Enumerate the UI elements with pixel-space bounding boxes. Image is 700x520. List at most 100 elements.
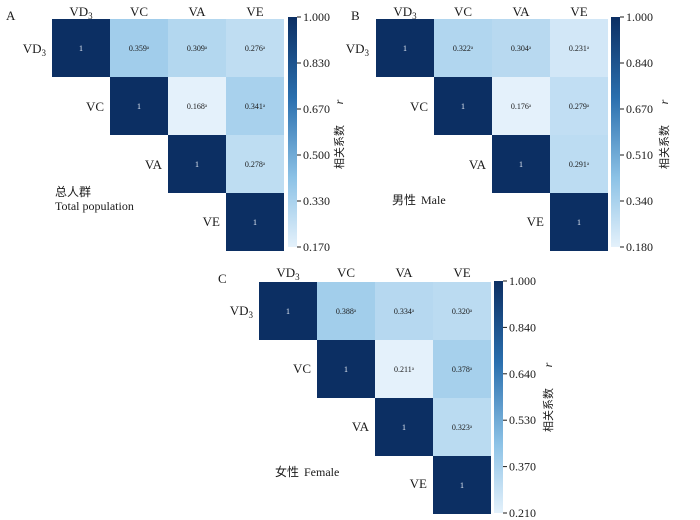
legend-a-tick-label-4: 0.330 xyxy=(303,194,330,208)
legend-a-tick-label-2: 0.670 xyxy=(303,102,330,116)
panel-a-cell-label-0-1: 0.359ᵃ xyxy=(129,44,150,53)
panel-b-cell-label-1-2: 0.176ᵃ xyxy=(511,102,532,111)
panel-a-cell-label-2-2: 1 xyxy=(195,160,199,169)
panel-a-cell-0-2 xyxy=(168,19,226,77)
legend-a-tick-label-3: 0.500 xyxy=(303,148,330,162)
panel-c-cell-label-2-2: 1 xyxy=(402,423,406,432)
legend-a-ticks: 1.000 0.830 0.670 0.500 0.330 0.170 xyxy=(297,10,330,254)
panel-a-col-vd3: VD3 xyxy=(69,4,93,21)
panel-c: C VD3 VC VA VE VD3 VC VA VE 1 0.388ᵃ 0.334… xyxy=(218,265,555,520)
panel-c-cell-label-0-1: 0.388ᵃ xyxy=(336,307,357,316)
panel-a-cell-0-3 xyxy=(226,19,284,77)
panel-a-cell-0-0 xyxy=(52,19,110,77)
panel-b-group-en: Male xyxy=(421,193,446,207)
legend-b-tick-label-4: 0.340 xyxy=(626,194,653,208)
panel-a-cell-1-1 xyxy=(110,77,168,135)
panel-c-cell-label-1-1: 1 xyxy=(344,365,348,374)
panel-c-cells: 1 0.388ᵃ 0.334ᵃ 0.320ᵃ 1 0.211ᵃ 0.378ᵃ 1 0.323ᵃ 1 xyxy=(259,282,491,514)
panel-a-cell-label-1-1: 1 xyxy=(137,102,141,111)
legend-a-gradient xyxy=(288,17,297,247)
legend-a: 1.000 0.830 0.670 0.500 0.330 0.170 相关系数 r xyxy=(288,10,346,254)
panel-c-cell-1-1 xyxy=(317,340,375,398)
panel-a-cell-1-3 xyxy=(226,77,284,135)
panel-c-cell-1-2 xyxy=(375,340,433,398)
panel-a-label: A xyxy=(6,8,16,23)
panel-b-row-ve: VE xyxy=(527,214,544,229)
panel-a-group-en: Total population xyxy=(55,199,134,213)
panel-b-col-ve: VE xyxy=(570,4,587,19)
legend-c-tick-label-3: 0.530 xyxy=(509,413,536,427)
panel-a-row-vd3: VD3 xyxy=(23,41,47,58)
panel-c-cell-1-3 xyxy=(433,340,491,398)
panel-a-cell-2-3 xyxy=(226,135,284,193)
panel-b-row-vc: VC xyxy=(410,99,428,114)
panel-b-cell-label-3-3: 1 xyxy=(577,218,581,227)
legend-b-tick-label-0: 1.000 xyxy=(626,10,653,24)
panel-c-cell-2-3 xyxy=(433,398,491,456)
panel-a-group-cn: 总人群 xyxy=(55,185,91,199)
panel-c-col-ve: VE xyxy=(453,265,470,280)
panel-b-cell-2-3 xyxy=(550,135,608,193)
panel-c-row-vc: VC xyxy=(293,361,311,376)
panel-c-col-vc: VC xyxy=(337,265,355,280)
panel-a-cell-label-0-0: 1 xyxy=(79,44,83,53)
panel-c-cell-label-0-0: 1 xyxy=(286,307,290,316)
panel-b-cell-label-1-1: 1 xyxy=(461,102,465,111)
legend-a-tick-label-1: 0.830 xyxy=(303,56,330,70)
legend-c: 1.000 0.840 0.640 0.530 0.370 0.210 相关系数 r xyxy=(494,274,555,520)
panel-a-col-va: VA xyxy=(188,4,206,19)
legend-c-tick-label-0: 1.000 xyxy=(509,274,536,288)
panel-c-group-en: Female xyxy=(304,465,339,479)
legend-b: 1.000 0.840 0.670 0.510 0.340 0.180 相关系数 r xyxy=(611,10,671,254)
panel-a-cell-2-2 xyxy=(168,135,226,193)
panel-c-cell-label-1-2: 0.211ᵃ xyxy=(394,365,415,374)
legend-c-gradient xyxy=(494,281,503,513)
panel-b-cell-label-1-3: 0.279ᵃ xyxy=(569,102,590,111)
panel-a-row-vc: VC xyxy=(86,99,104,114)
panel-c-cell-3-3 xyxy=(433,456,491,514)
panel-c-cell-label-0-2: 0.334ᵃ xyxy=(394,307,415,316)
panel-b-cell-1-3 xyxy=(550,77,608,135)
legend-a-tick-label-0: 1.000 xyxy=(303,10,330,24)
panel-a-col-ve: VE xyxy=(246,4,263,19)
panel-b-cell-0-2 xyxy=(492,19,550,77)
panel-a-cell-1-2 xyxy=(168,77,226,135)
legend-b-title-cn: 相关系数 xyxy=(657,125,671,169)
panel-a-cell-label-2-3: 0.278ᵃ xyxy=(245,160,266,169)
panel-b: B VD3 VC VA VE VD3 VC VA VE 1 0.322ᵃ 0.304… xyxy=(346,4,671,254)
panel-b-col-vc: VC xyxy=(454,4,472,19)
panel-c-row-ve: VE xyxy=(410,476,427,491)
panel-b-cells: 1 0.322ᵃ 0.304ᵃ 0.231ᵃ 1 0.176ᵃ 0.279ᵃ 1 0.291ᵃ 1 xyxy=(376,19,608,251)
panel-a: A VD3 VC VA VE VD3 VC VA VE 1 0.359ᵃ 0.309… xyxy=(6,4,346,254)
panel-b-cell-0-0 xyxy=(376,19,434,77)
panel-a-cell-label-0-2: 0.309ᵃ xyxy=(187,44,208,53)
panel-b-cell-label-2-3: 0.291ᵃ xyxy=(569,160,590,169)
legend-b-tick-label-3: 0.510 xyxy=(626,148,653,162)
panel-c-cell-0-1 xyxy=(317,282,375,340)
panel-c-cell-0-3 xyxy=(433,282,491,340)
panel-a-cells: 1 0.359ᵃ 0.309ᵃ 0.276ᵃ 1 0.168ᵃ 0.341ᵃ 1 0.278ᵃ 1 xyxy=(52,19,284,251)
panel-b-cell-1-1 xyxy=(434,77,492,135)
panel-c-group-cn: 女性 xyxy=(275,464,299,479)
panel-b-cell-label-0-2: 0.304ᵃ xyxy=(511,44,532,53)
panel-c-cell-label-2-3: 0.323ᵃ xyxy=(452,423,473,432)
panel-b-group-cn: 男性 xyxy=(392,193,416,207)
legend-c-title-var: r xyxy=(541,362,555,367)
panel-c-cell-label-0-3: 0.320ᵃ xyxy=(452,307,473,316)
panel-c-cell-2-2 xyxy=(375,398,433,456)
legend-c-tick-label-4: 0.370 xyxy=(509,460,536,474)
panel-b-cell-3-3 xyxy=(550,193,608,251)
panel-a-col-vd3-bind: 3 xyxy=(88,11,93,21)
panel-a-cell-label-1-3: 0.341ᵃ xyxy=(245,102,266,111)
panel-a-row-ve: VE xyxy=(203,214,220,229)
panel-a-cell-label-1-2: 0.168ᵃ xyxy=(187,102,208,111)
legend-b-tick-label-1: 0.840 xyxy=(626,56,653,70)
panel-b-col-va: VA xyxy=(512,4,530,19)
panel-b-label: B xyxy=(351,8,360,23)
panel-b-cell-label-0-3: 0.231ᵃ xyxy=(569,44,590,53)
panel-c-label: C xyxy=(218,271,227,286)
legend-c-tick-label-2: 0.640 xyxy=(509,367,536,381)
panel-a-cell-0-1 xyxy=(110,19,168,77)
panel-a-row-va: VA xyxy=(145,157,163,172)
